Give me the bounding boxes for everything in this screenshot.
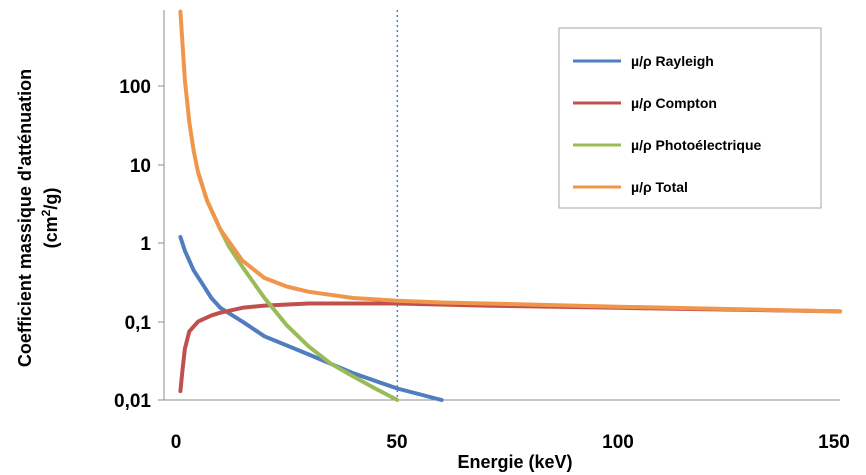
y-tick-label: 0,01 <box>114 391 151 412</box>
y-axis-title-prefix: (cm <box>41 216 61 248</box>
series-photoelectric-line <box>196 170 400 402</box>
y-axis-title-line2: (cm2/g) <box>39 188 61 249</box>
y-axis-title-suffix: /g) <box>41 188 61 210</box>
y-tick-label: 1 <box>140 234 151 255</box>
y-tick-label: 100 <box>119 77 151 98</box>
y-tick-marks <box>158 85 164 401</box>
legend-box <box>558 27 822 209</box>
legend-label: µ/ρ Total <box>631 179 688 195</box>
legend-item-photoelectric: µ/ρ Photoélectrique <box>573 137 762 153</box>
legend-label: µ/ρ Photoélectrique <box>631 137 762 153</box>
series-total-line <box>178 9 842 314</box>
x-tick-label: 50 <box>386 432 407 453</box>
y-axis-title-superscript: 2 <box>39 209 53 216</box>
x-tick-label: 100 <box>602 432 634 453</box>
series-group <box>178 9 842 402</box>
legend: µ/ρ Rayleigh µ/ρ Compton µ/ρ Photoélectriq… <box>573 53 762 195</box>
series-compton-line <box>178 301 842 394</box>
x-tick-label: 0 <box>171 432 182 453</box>
series-rayleigh-line <box>178 235 444 402</box>
legend-item-rayleigh: µ/ρ Rayleigh <box>573 53 714 69</box>
y-tick-label: 0,1 <box>125 313 152 334</box>
legend-label: µ/ρ Compton <box>631 95 717 111</box>
legend-item-compton: µ/ρ Compton <box>573 95 717 111</box>
x-axis-title: Energie (keV) <box>457 452 572 472</box>
x-tick-label: 150 <box>818 432 850 453</box>
legend-label: µ/ρ Rayleigh <box>631 53 714 69</box>
y-tick-label: 10 <box>130 156 151 177</box>
y-axis-title-line1: Coefficient massique d'atténuation <box>15 69 35 367</box>
legend-item-total: µ/ρ Total <box>573 179 688 195</box>
